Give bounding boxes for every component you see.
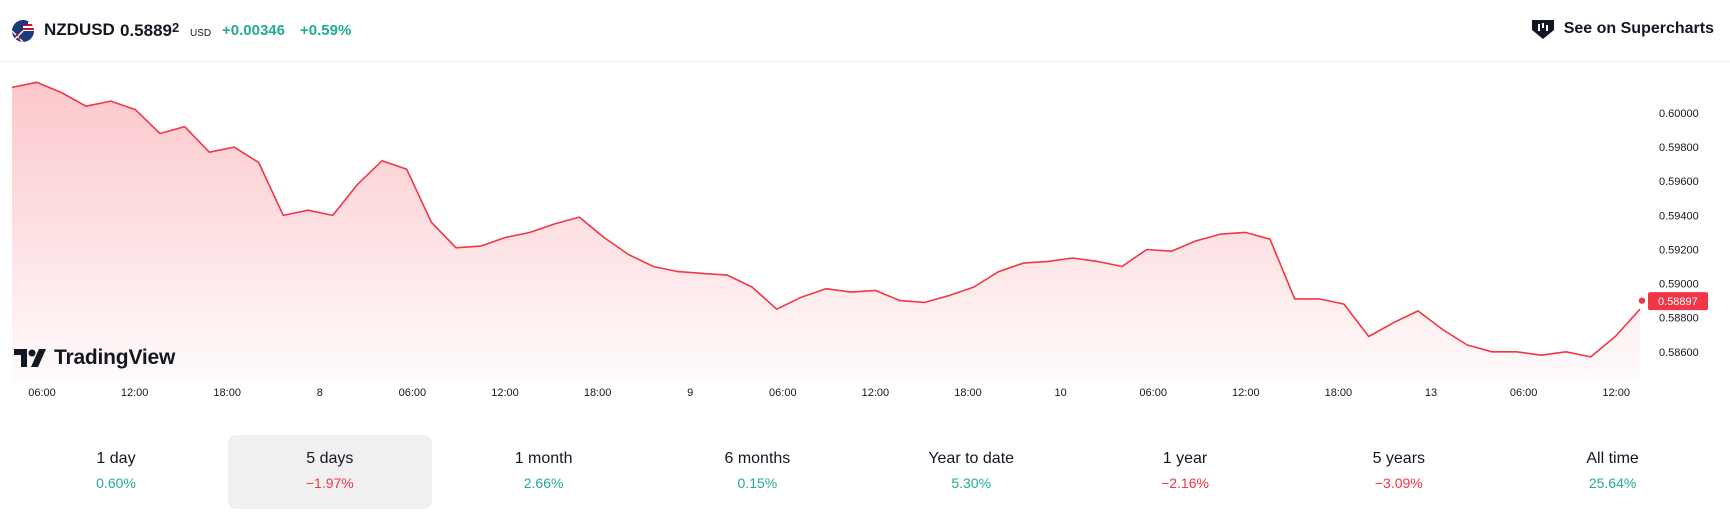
- period-tab[interactable]: 1 year −2.16%: [1083, 435, 1287, 509]
- period-label: 1 year: [1162, 450, 1208, 467]
- symbol-name: NZDUSD: [44, 20, 115, 39]
- last-price: 0.58892: [120, 20, 179, 41]
- last-price-digit: 2: [172, 20, 180, 35]
- period-change: 5.30%: [951, 475, 992, 491]
- period-performance-bar: 1 day 0.60% 5 days −1.97% 1 month 2.66% 6 mont…: [0, 435, 1730, 511]
- period-tab[interactable]: Year to date 5.30%: [869, 435, 1073, 509]
- x-tick-label: 10: [1054, 387, 1066, 399]
- y-tick-label: 0.59600: [1659, 176, 1699, 188]
- x-tick-label: 18:00: [1325, 387, 1353, 399]
- period-label: 5 days: [306, 450, 354, 467]
- y-tick-label: 0.58800: [1659, 313, 1699, 325]
- x-tick-label: 13: [1425, 387, 1437, 399]
- nzd-usd-flag-icon: [12, 20, 34, 42]
- x-tick-label: 18:00: [213, 387, 241, 399]
- x-tick-label: 12:00: [491, 387, 519, 399]
- period-tab[interactable]: 1 day 0.60%: [14, 435, 218, 509]
- period-change: 25.64%: [1588, 475, 1637, 491]
- period-label: 1 month: [514, 450, 573, 467]
- period-tab[interactable]: 5 days −1.97%: [227, 435, 432, 509]
- x-tick-label: 8: [317, 387, 323, 399]
- period-change: 0.60%: [96, 475, 136, 491]
- period-label: Year to date: [928, 450, 1015, 467]
- period-change: 0.15%: [737, 475, 778, 491]
- period-tab[interactable]: 5 years −3.09%: [1297, 435, 1501, 509]
- last-price-tag-label: 0.58897: [1658, 296, 1698, 308]
- period-tab[interactable]: All time 25.64%: [1511, 435, 1715, 509]
- symbol-header: NZDUSD 0.58892 USD +0.00346 +0.59% See o…: [0, 0, 1730, 62]
- x-tick-label: 9: [687, 387, 693, 399]
- last-price-tag: 0.58897: [1648, 292, 1708, 311]
- y-tick-label: 0.59800: [1659, 142, 1699, 154]
- price-area-fill: [12, 82, 1640, 383]
- x-tick-label: 06:00: [1139, 387, 1167, 399]
- y-tick-label: 0.60000: [1659, 108, 1699, 120]
- price-line: [11, 81, 1641, 358]
- period-change: −3.09%: [1374, 475, 1423, 491]
- x-tick-label: 12:00: [121, 387, 149, 399]
- period-tab[interactable]: 6 months 0.15%: [655, 435, 859, 509]
- period-label: All time: [1586, 450, 1639, 467]
- y-tick-label: 0.59200: [1659, 244, 1699, 256]
- see-on-supercharts-button[interactable]: See on Supercharts: [1530, 18, 1714, 40]
- x-tick-label: 12:00: [1232, 387, 1260, 399]
- x-tick-label: 12:00: [1602, 387, 1630, 399]
- x-tick-label: 06:00: [28, 387, 56, 399]
- tradingview-logo[interactable]: TradingView: [14, 346, 175, 370]
- x-tick-label: 06:00: [399, 387, 427, 399]
- period-change: −1.97%: [305, 475, 354, 491]
- change-absolute: +0.00346: [222, 22, 285, 39]
- period-tab[interactable]: 1 month 2.66%: [442, 435, 646, 509]
- last-price-dot: [1638, 297, 1646, 304]
- period-change: 2.66%: [523, 475, 564, 491]
- y-tick-label: 0.59000: [1659, 279, 1699, 291]
- x-tick-label: 18:00: [584, 387, 612, 399]
- tradingview-logo-label: TradingView: [54, 346, 176, 369]
- period-label: 1 day: [96, 450, 136, 467]
- x-tick-label: 18:00: [954, 387, 982, 399]
- period-label: 6 months: [724, 450, 791, 467]
- x-tick-label: 12:00: [862, 387, 890, 399]
- tradingview-logo-icon: [14, 349, 46, 367]
- change-percent: +0.59%: [300, 22, 352, 39]
- y-tick-label: 0.58600: [1659, 347, 1699, 359]
- currency-label: USD: [190, 28, 212, 39]
- period-label: 5 years: [1372, 450, 1426, 467]
- supercharts-icon: [1531, 20, 1554, 39]
- y-tick-label: 0.59400: [1659, 210, 1699, 222]
- x-tick-label: 06:00: [769, 387, 797, 399]
- price-chart[interactable]: 06:00 12:00 18:00 8 06:00 12:00 18:00 9 06:00 12:…: [0, 62, 1730, 412]
- last-price-main: 0.5889: [120, 21, 172, 40]
- supercharts-label: See on Supercharts: [1563, 20, 1714, 37]
- period-change: −2.16%: [1161, 475, 1209, 491]
- x-tick-label: 06:00: [1510, 387, 1538, 399]
